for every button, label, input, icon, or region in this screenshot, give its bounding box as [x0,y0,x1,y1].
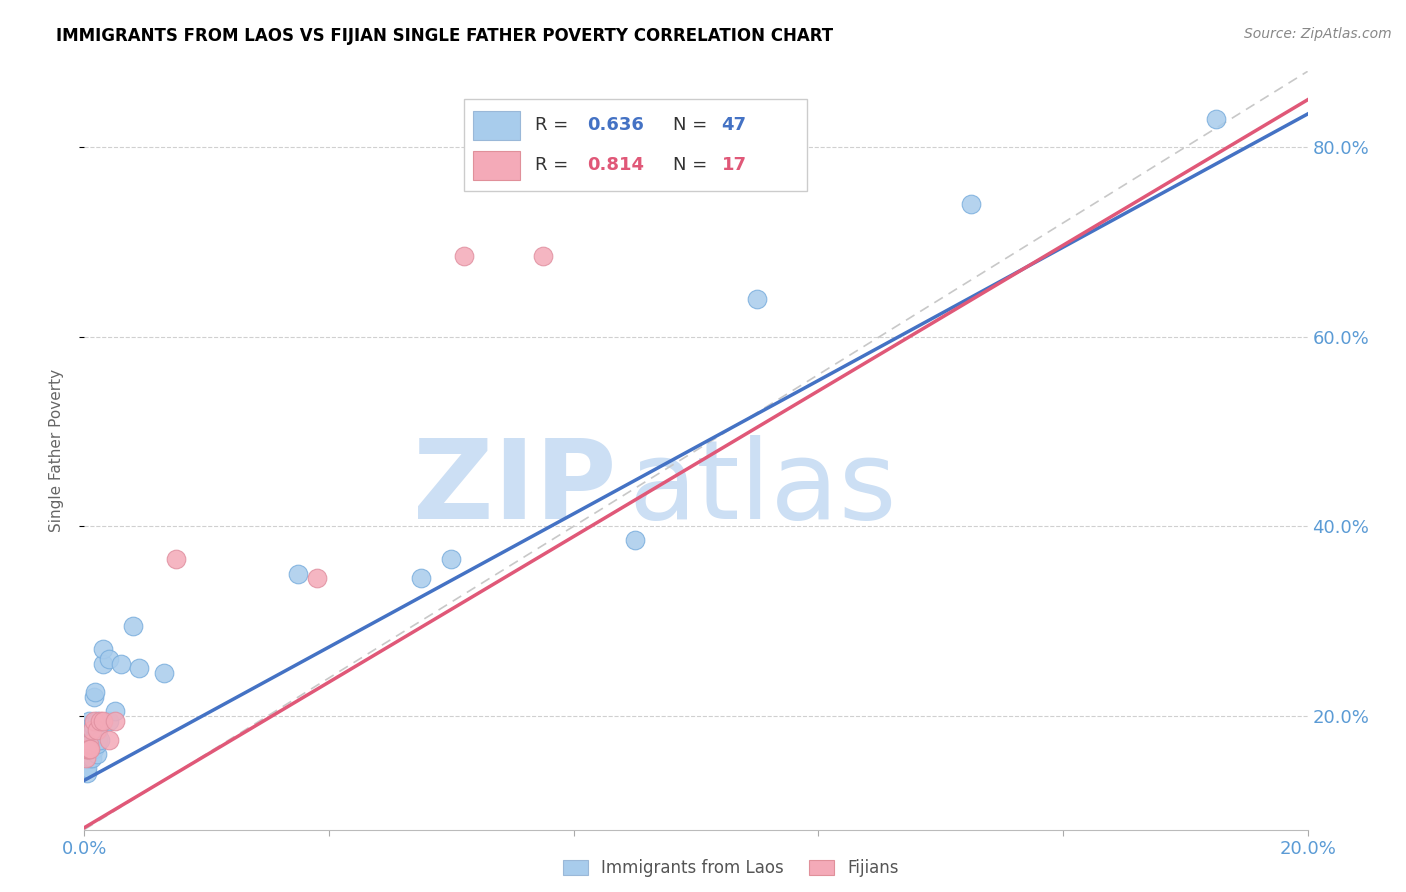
Point [97,714,120,728]
Point [86,737,108,751]
Point [82,718,104,732]
Point [87,723,110,737]
Point [97,732,120,747]
Text: R =: R = [534,156,574,174]
Point [75,751,97,765]
Point [79,751,101,765]
Point [77,714,100,728]
Point [86,714,108,728]
Point [83,685,105,699]
Point [747,292,769,306]
Point [77,723,100,737]
Point [77,718,100,732]
Point [75,751,97,765]
Point [305,571,328,585]
Point [86,723,108,737]
Point [76,761,98,775]
FancyBboxPatch shape [474,111,520,140]
Point [80,751,103,765]
Point [77,742,100,756]
Point [104,704,127,718]
Point [82,732,104,747]
Text: IMMIGRANTS FROM LAOS VS FIJIAN SINGLE FATHER POVERTY CORRELATION CHART: IMMIGRANTS FROM LAOS VS FIJIAN SINGLE FA… [56,27,834,45]
FancyBboxPatch shape [464,99,807,191]
Point [165,552,187,566]
Point [77,747,100,761]
Text: N =: N = [672,156,713,174]
Point [87,732,110,747]
Text: atlas: atlas [628,435,897,541]
Point [153,666,176,681]
Point [84,732,107,747]
Point [89,714,111,728]
Text: R =: R = [534,116,574,135]
Text: ZIP: ZIP [413,435,616,541]
Point [75,751,97,765]
Text: N =: N = [672,116,713,135]
Point [409,571,432,585]
Point [960,197,983,211]
Point [77,737,100,751]
Text: Source: ZipAtlas.com: Source: ZipAtlas.com [1244,27,1392,41]
Point [83,732,105,747]
Point [79,723,101,737]
FancyBboxPatch shape [474,151,520,179]
Legend: Immigrants from Laos, Fijians: Immigrants from Laos, Fijians [557,853,905,884]
Point [82,718,104,732]
Point [76,765,98,780]
Point [104,714,127,728]
Point [76,737,98,751]
Point [91,714,114,728]
Point [77,732,100,747]
Point [80,728,103,742]
Point [76,742,98,756]
Point [440,552,463,566]
Y-axis label: Single Father Poverty: Single Father Poverty [49,369,63,532]
Point [531,249,554,263]
Point [89,732,111,747]
Point [624,533,647,548]
Point [287,566,309,581]
Point [83,690,105,704]
Point [83,714,105,728]
Text: 47: 47 [721,116,747,135]
Point [80,723,103,737]
Point [97,652,120,666]
Point [83,742,105,756]
Point [76,742,98,756]
Point [1205,112,1227,126]
Point [86,747,108,761]
Point [79,747,101,761]
Point [122,619,145,633]
Point [453,249,475,263]
Text: 17: 17 [721,156,747,174]
Text: 0.814: 0.814 [588,156,644,174]
Point [79,742,101,756]
Point [79,742,101,756]
Point [91,657,114,671]
Text: 0.636: 0.636 [588,116,644,135]
Point [91,642,114,657]
Point [110,657,132,671]
Point [79,732,101,747]
Point [128,661,150,675]
